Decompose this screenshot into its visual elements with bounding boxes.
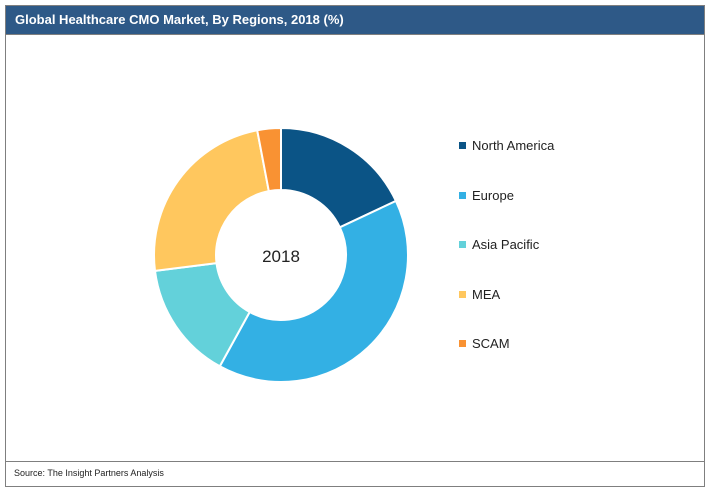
legend-item: Asia Pacific bbox=[459, 237, 539, 252]
source-bar: Source: The Insight Partners Analysis bbox=[6, 461, 704, 486]
slice-north-america bbox=[280, 126, 398, 229]
slice-europe bbox=[218, 199, 409, 383]
legend-label: Europe bbox=[472, 187, 514, 203]
legend-swatch bbox=[459, 340, 466, 347]
legend-item: SCAM bbox=[459, 336, 510, 351]
legend-label: MEA bbox=[472, 286, 501, 302]
donut-center-label: 2018 bbox=[262, 247, 300, 266]
legend-item: North America bbox=[459, 138, 554, 153]
title-bar: Global Healthcare CMO Market, By Regions… bbox=[6, 6, 704, 35]
legend-label: North America bbox=[472, 138, 555, 153]
slice-mea bbox=[153, 129, 270, 273]
legend-swatch bbox=[459, 191, 466, 199]
legend-label: Asia Pacific bbox=[472, 237, 540, 252]
slice-scam bbox=[256, 126, 282, 193]
legend-swatch bbox=[459, 142, 466, 149]
chart-frame: Global Healthcare CMO Market, By Regions… bbox=[5, 5, 705, 487]
legend-item: Europe bbox=[459, 188, 514, 203]
legend-swatch bbox=[459, 241, 466, 248]
legend-label: SCAM bbox=[472, 336, 510, 351]
chart-title: Global Healthcare CMO Market, By Regions… bbox=[15, 12, 344, 27]
legend-swatch bbox=[459, 290, 466, 298]
legend-item: MEA bbox=[459, 287, 500, 302]
donut-slices bbox=[153, 126, 409, 383]
donut-chart: 2018 bbox=[153, 126, 409, 383]
source-note: Source: The Insight Partners Analysis bbox=[14, 468, 164, 478]
